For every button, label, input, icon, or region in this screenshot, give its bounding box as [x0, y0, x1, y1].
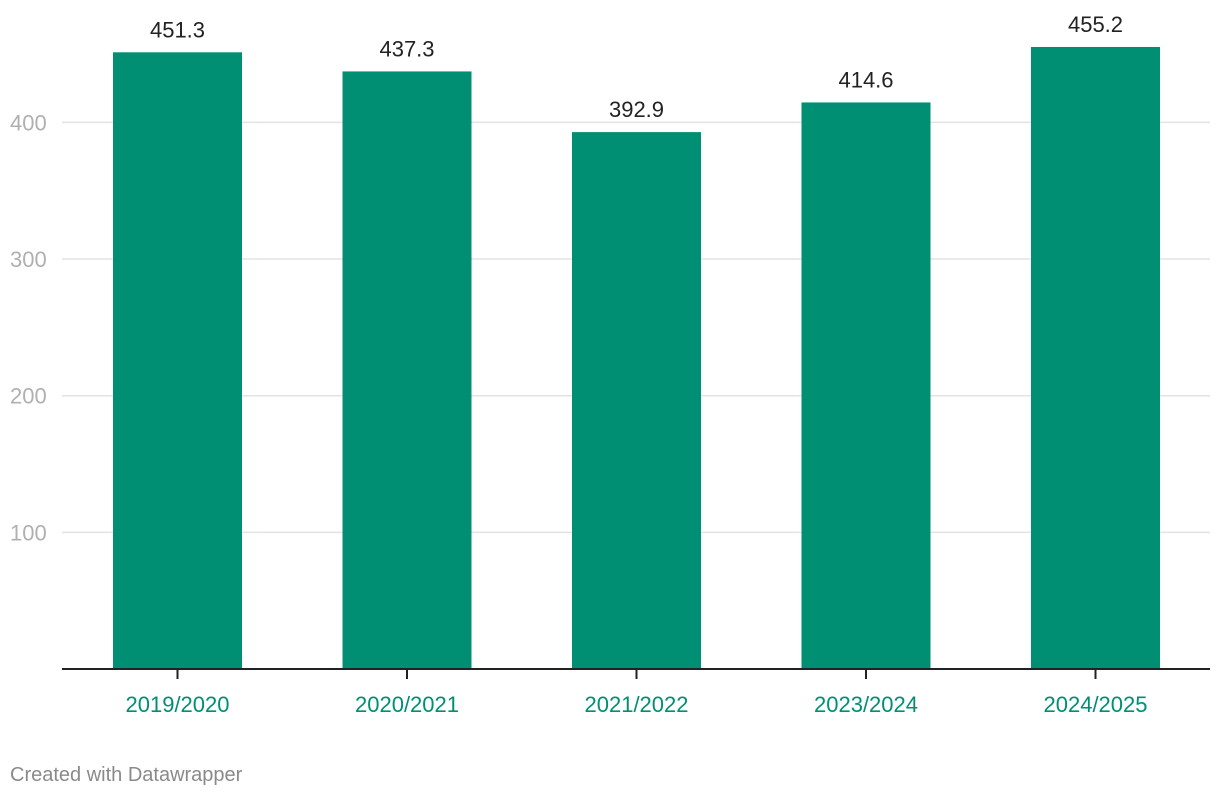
y-tick-label: 100 [10, 520, 47, 545]
x-axis-ticks: 2019/2020 2020/2021 2021/2022 2023/2024 2024… [126, 669, 1148, 717]
y-tick-label: 400 [10, 110, 47, 135]
x-tick-label: 2021/2022 [585, 692, 689, 717]
x-tick-label: 2024/2025 [1044, 692, 1148, 717]
bar-value-label: 451.3 [150, 17, 205, 42]
y-tick-label: 300 [10, 247, 47, 272]
bar [342, 71, 472, 669]
bar-value-label: 437.3 [379, 36, 434, 61]
bar [1031, 46, 1160, 670]
bar-value-label: 414.6 [838, 67, 893, 92]
bars [113, 46, 1160, 670]
bar-value-label: 455.2 [1068, 12, 1123, 37]
bar [572, 132, 701, 669]
bar [113, 52, 242, 670]
y-axis-ticks: 100 200 300 400 [10, 110, 47, 545]
datawrapper-credit: Created with Datawrapper [10, 764, 243, 786]
x-tick-label: 2023/2024 [814, 692, 918, 717]
y-tick-label: 200 [10, 384, 47, 409]
bar [801, 102, 931, 669]
value-labels: 451.3 437.3 392.9 414.6 455.2 [150, 12, 1123, 122]
x-tick-label: 2020/2021 [355, 692, 459, 717]
bar-value-label: 392.9 [609, 97, 664, 122]
x-tick-label: 2019/2020 [126, 692, 230, 717]
